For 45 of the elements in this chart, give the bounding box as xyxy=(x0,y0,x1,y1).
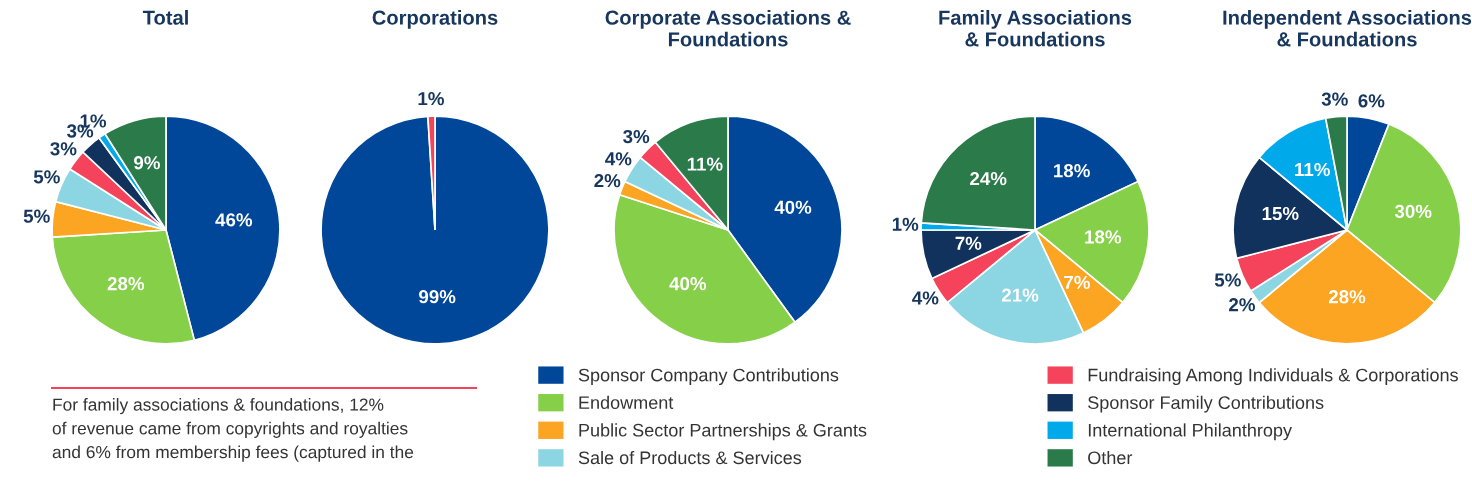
data-label: 3% xyxy=(1321,92,1348,106)
data-label: 7% xyxy=(1064,275,1090,289)
chart-title: Family Associations & Foundations xyxy=(939,10,1132,47)
legend-label: Sale of Products & Services xyxy=(578,450,802,465)
data-label: 3% xyxy=(623,129,650,144)
data-label: 40% xyxy=(774,200,812,214)
data-label: 24% xyxy=(970,171,1007,186)
data-label: 7% xyxy=(955,236,982,250)
data-label: 21% xyxy=(1001,288,1039,302)
legend-label: Endowment xyxy=(579,395,674,410)
data-label: 18% xyxy=(1054,164,1090,178)
data-label: 40% xyxy=(669,277,707,291)
data-label: 1% xyxy=(418,92,444,106)
data-label: 9% xyxy=(134,156,160,170)
data-label: 5% xyxy=(1214,273,1241,287)
legend-label: Fundraising Among Individuals & Corporations xyxy=(1088,368,1458,386)
legend-label: Sponsor Company Contributions xyxy=(578,368,839,386)
data-label: 11% xyxy=(687,157,723,171)
data-label: 46% xyxy=(215,213,253,227)
pie-slice xyxy=(320,115,550,345)
data-label: 5% xyxy=(23,209,50,223)
data-label: 6% xyxy=(1358,94,1385,108)
data-label: 2% xyxy=(594,173,621,188)
data-label: 99% xyxy=(419,290,456,304)
text: For family associations & foundations, 12% of revenue came from copyrights and royalties and 6% from membership fees (captured in the xyxy=(52,398,414,462)
data-label: 3% xyxy=(50,142,77,156)
chart-title: Corporations xyxy=(372,10,498,29)
legend-label: Public Sector Partnerships & Grants xyxy=(579,423,867,441)
data-label: 4% xyxy=(912,291,939,305)
chart-title: Corporate Associations & Foundations xyxy=(605,10,851,47)
data-label: 1% xyxy=(892,217,919,231)
data-label: 11% xyxy=(1295,162,1330,177)
legend-label: Sponsor Family Contributions xyxy=(1088,395,1324,413)
data-label: 15% xyxy=(1262,206,1299,221)
data-label: 28% xyxy=(107,277,145,291)
data-label: 2% xyxy=(1229,298,1255,312)
data-label: 28% xyxy=(1328,290,1366,304)
legend-label: International Philanthropy xyxy=(1088,423,1292,441)
data-label: 4% xyxy=(605,152,632,166)
legend-label: Other xyxy=(1088,450,1133,465)
data-label: 18% xyxy=(1085,230,1122,244)
data-label: 5% xyxy=(33,170,60,184)
chart-title: Total xyxy=(142,10,188,25)
data-label: 30% xyxy=(1394,204,1432,219)
chart-title: Independent Associations & Foundations xyxy=(1223,10,1472,47)
